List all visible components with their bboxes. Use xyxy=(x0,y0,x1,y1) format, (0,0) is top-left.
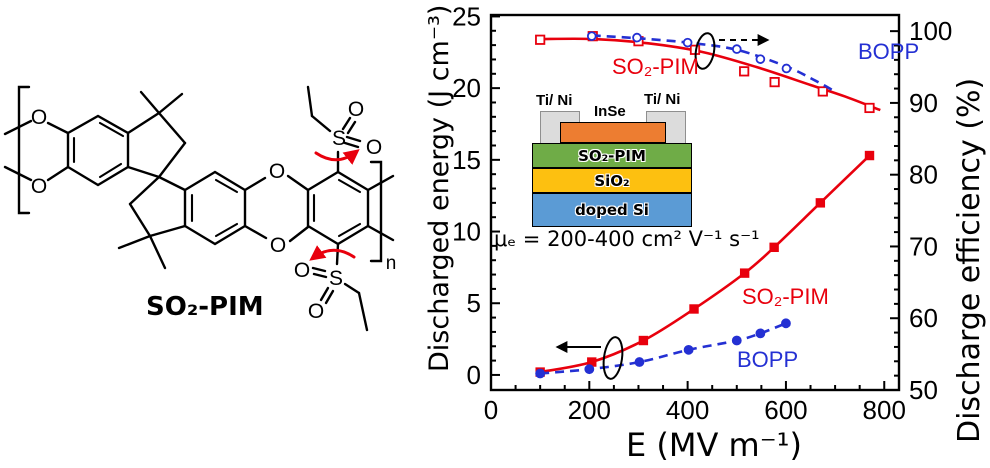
svg-text:5: 5 xyxy=(467,288,481,318)
svg-text:100: 100 xyxy=(909,16,952,46)
electrode-left-label: Ti/ Ni xyxy=(536,92,573,109)
molecule-bonds xyxy=(3,85,395,332)
atom-o: O xyxy=(308,300,324,323)
svg-text:20: 20 xyxy=(452,73,481,103)
left-repeat-bracket xyxy=(17,85,31,215)
atom-o: O xyxy=(294,259,310,282)
svg-text:90: 90 xyxy=(909,88,938,118)
rotation-arrow-top xyxy=(314,149,360,165)
rotation-arrow-bottom xyxy=(309,245,356,261)
svg-text:0: 0 xyxy=(484,395,498,425)
svg-text:50: 50 xyxy=(909,375,938,405)
inse-label: InSe xyxy=(594,103,626,120)
left-y-axis-label: Discharged energy (J cm⁻³) xyxy=(424,4,455,372)
atom-o: O xyxy=(31,175,47,198)
repeat-subscript-n: n xyxy=(386,253,397,274)
series-label-bopp-efficiency: BOPP xyxy=(858,39,920,64)
atom-o: O xyxy=(31,106,47,129)
svg-text:10: 10 xyxy=(452,217,481,247)
electron-mobility-annotation: μₑ = 200-400 cm² V⁻¹ s⁻¹ xyxy=(494,227,760,251)
svg-text:60: 60 xyxy=(909,303,938,333)
atom-s: S xyxy=(329,267,343,290)
series-label-so2pim-energy: SO₂-PIM xyxy=(742,284,829,309)
svg-text:80: 80 xyxy=(909,160,938,190)
atom-o: O xyxy=(269,160,285,183)
atom-labels: O O O O S O O S O O n xyxy=(31,98,396,323)
atom-o: O xyxy=(348,98,364,121)
inset-layer-doped-si: doped Si xyxy=(532,193,692,227)
atom-o: O xyxy=(270,234,286,257)
series-label-so2pim-efficiency: SO₂-PIM xyxy=(612,54,699,79)
svg-text:15: 15 xyxy=(452,145,481,175)
svg-text:70: 70 xyxy=(909,231,938,261)
svg-text:25: 25 xyxy=(452,1,481,31)
svg-text:600: 600 xyxy=(764,395,807,425)
svg-text:400: 400 xyxy=(666,395,709,425)
svg-text:0: 0 xyxy=(467,360,481,390)
series-label-bopp-energy: BOPP xyxy=(737,347,799,372)
inset-layer-so2pim: SO₂-PIM xyxy=(532,143,692,168)
inset-layer-doped-si-label: doped Si xyxy=(575,201,649,219)
electrode-right-label: Ti/ Ni xyxy=(644,91,681,108)
inse-layer xyxy=(560,122,666,143)
inset-layer-so2pim-label: SO₂-PIM xyxy=(578,147,646,165)
x-axis-label: E (MV m⁻¹) xyxy=(626,426,802,464)
right-y-axis-label: Discharge efficiency (%) xyxy=(952,77,987,443)
right-repeat-bracket xyxy=(369,160,383,263)
atom-s: S xyxy=(332,127,346,150)
svg-text:200: 200 xyxy=(568,395,611,425)
inset-layer-sio2-label: SiO₂ xyxy=(594,172,630,190)
svg-text:800: 800 xyxy=(863,395,906,425)
molecule-caption: SO₂-PIM xyxy=(146,292,264,322)
inset-layer-sio2: SiO₂ xyxy=(532,168,692,193)
atom-o: O xyxy=(366,136,382,159)
